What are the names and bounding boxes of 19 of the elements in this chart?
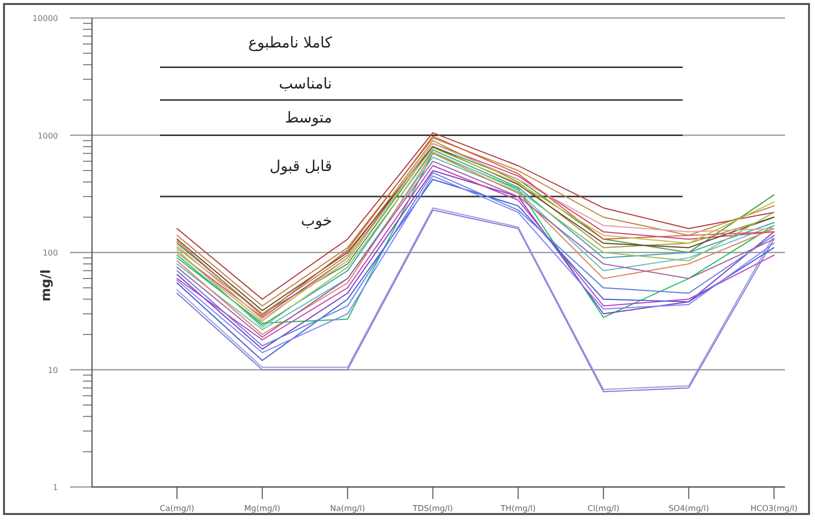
y-tick-label: 100: [42, 248, 58, 258]
x-tick-label: TH(mg/l): [500, 504, 536, 513]
x-tick-label: TDS(mg/l): [412, 504, 453, 513]
y-tick-label: 10: [48, 366, 58, 375]
annotation: کاملا نامطبوع: [248, 34, 333, 52]
x-tick-label: Cl(mg/l): [588, 504, 620, 513]
y-tick-label: 1000: [38, 131, 58, 140]
annotation: قابل قبول: [270, 156, 332, 175]
y-tick-label: 10000: [32, 14, 58, 23]
x-tick-label: Na(mg/l): [330, 504, 366, 513]
annotation: نامناسب: [278, 74, 332, 93]
x-tick-label: SO4(mg/l): [668, 504, 709, 513]
y-axis-title: mg/l: [39, 269, 54, 302]
annotation: خوب: [300, 212, 332, 230]
x-tick-label: Mg(mg/l): [244, 504, 280, 513]
annotation: متوسط: [284, 108, 332, 127]
y-tick-label: 1: [52, 483, 58, 492]
x-tick-label: HCO3(mg/l): [750, 504, 798, 513]
x-tick-label: Ca(mg/l): [160, 504, 194, 513]
